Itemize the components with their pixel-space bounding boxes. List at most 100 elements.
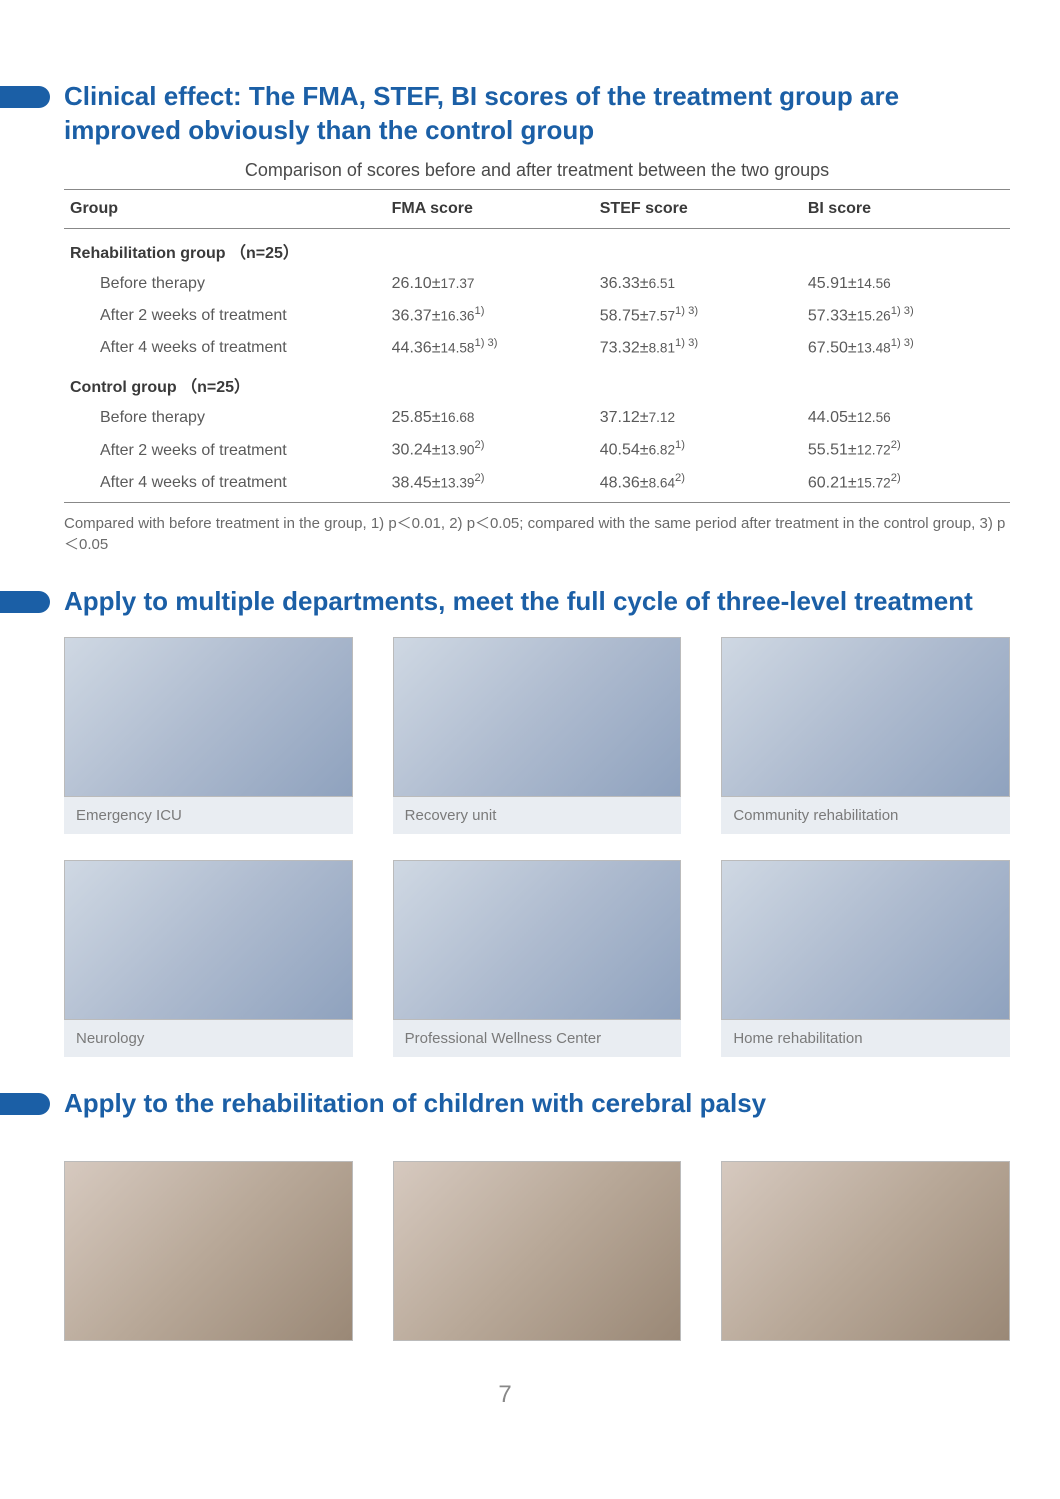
- department-caption: Neurology: [64, 1020, 353, 1057]
- sd: 15.72: [857, 475, 891, 490]
- page-number: 7: [0, 1381, 1010, 1409]
- department-image: [721, 860, 1010, 1020]
- department-card: Recovery unit: [393, 637, 682, 834]
- mean: 48.36: [600, 474, 640, 491]
- bi-cell: 45.91±14.56: [802, 269, 1010, 299]
- department-image: [721, 637, 1010, 797]
- sig-marker: 1) 3): [675, 305, 698, 317]
- department-card: Neurology: [64, 860, 353, 1057]
- bi-cell: 44.05±12.56: [802, 403, 1010, 433]
- group-label: Rehabilitation group （n=25）: [64, 228, 1010, 269]
- sd: 12.72: [857, 443, 891, 458]
- bullet-icon: [0, 86, 50, 108]
- mean: 40.54: [600, 442, 640, 459]
- fma-cell: 38.45±13.392): [386, 466, 594, 503]
- sd: 12.56: [857, 410, 891, 425]
- table-row: Before therapy 26.10±17.37 36.33±6.51 45…: [64, 269, 1010, 299]
- col-header: BI score: [802, 189, 1010, 228]
- scores-table: Group FMA score STEF score BI score Reha…: [64, 189, 1010, 503]
- mean: 26.10: [392, 275, 432, 292]
- mean: 58.75: [600, 307, 640, 324]
- sig-marker: 2): [675, 472, 685, 484]
- section-title: Apply to the rehabilitation of children …: [64, 1087, 766, 1121]
- table-row: Before therapy 25.85±16.68 37.12±7.12 44…: [64, 403, 1010, 433]
- bi-cell: 67.50±13.481) 3): [802, 331, 1010, 363]
- department-caption: Professional Wellness Center: [393, 1020, 682, 1057]
- section-title: Clinical effect: The FMA, STEF, BI score…: [64, 80, 1010, 148]
- row-label: After 4 weeks of treatment: [64, 331, 386, 363]
- sig-marker: 2): [475, 472, 485, 484]
- col-header: STEF score: [594, 189, 802, 228]
- sig-marker: 1): [475, 305, 485, 317]
- group-label-row: Rehabilitation group （n=25）: [64, 228, 1010, 269]
- fma-cell: 30.24±13.902): [386, 433, 594, 465]
- table-row: After 4 weeks of treatment 38.45±13.392)…: [64, 466, 1010, 503]
- departments-grid: Emergency ICU Recovery unit Community re…: [64, 637, 1010, 1057]
- department-card: Community rehabilitation: [721, 637, 1010, 834]
- department-image: [393, 637, 682, 797]
- mean: 30.24: [392, 442, 432, 459]
- stef-cell: 58.75±7.571) 3): [594, 299, 802, 331]
- mean: 67.50: [808, 339, 848, 356]
- department-caption: Recovery unit: [393, 797, 682, 834]
- sd: 6.82: [649, 443, 675, 458]
- mean: 60.21: [808, 474, 848, 491]
- sig-marker: 2): [475, 439, 485, 451]
- department-caption: Home rehabilitation: [721, 1020, 1010, 1057]
- table-row: After 2 weeks of treatment 36.37±16.361)…: [64, 299, 1010, 331]
- fma-cell: 26.10±17.37: [386, 269, 594, 299]
- sd: 7.12: [649, 410, 675, 425]
- sd: 13.90: [440, 443, 474, 458]
- department-image: [64, 860, 353, 1020]
- department-image: [64, 637, 353, 797]
- bi-cell: 55.51±12.722): [802, 433, 1010, 465]
- mean: 44.36: [392, 339, 432, 356]
- table-row: After 4 weeks of treatment 44.36±14.581)…: [64, 331, 1010, 363]
- table-footnote: Compared with before treatment in the gr…: [64, 513, 1010, 555]
- mean: 45.91: [808, 275, 848, 292]
- sd: 13.39: [440, 475, 474, 490]
- mean: 36.33: [600, 275, 640, 292]
- table-caption: Comparison of scores before and after tr…: [64, 160, 1010, 181]
- section-header: Apply to the rehabilitation of children …: [0, 1087, 1010, 1121]
- sd: 13.48: [857, 340, 891, 355]
- fma-cell: 36.37±16.361): [386, 299, 594, 331]
- sd: 15.26: [857, 308, 891, 323]
- stef-cell: 48.36±8.642): [594, 466, 802, 503]
- sig-marker: 1) 3): [891, 305, 914, 317]
- children-image: [721, 1161, 1010, 1341]
- sig-marker: 1) 3): [475, 337, 498, 349]
- fma-cell: 25.85±16.68: [386, 403, 594, 433]
- children-grid: [64, 1161, 1010, 1341]
- mean: 37.12: [600, 409, 640, 426]
- stef-cell: 40.54±6.821): [594, 433, 802, 465]
- children-image: [393, 1161, 682, 1341]
- sig-marker: 1) 3): [675, 337, 698, 349]
- fma-cell: 44.36±14.581) 3): [386, 331, 594, 363]
- sd: 14.58: [440, 340, 474, 355]
- department-image: [393, 860, 682, 1020]
- section-content: Emergency ICU Recovery unit Community re…: [0, 637, 1010, 1057]
- col-header: FMA score: [386, 189, 594, 228]
- section-header: Clinical effect: The FMA, STEF, BI score…: [0, 80, 1010, 148]
- mean: 38.45: [392, 474, 432, 491]
- mean: 36.37: [392, 307, 432, 324]
- sd: 8.81: [649, 340, 675, 355]
- stef-cell: 73.32±8.811) 3): [594, 331, 802, 363]
- group-label-row: Control group （n=25）: [64, 363, 1010, 403]
- children-image: [64, 1161, 353, 1341]
- stef-cell: 36.33±6.51: [594, 269, 802, 299]
- bullet-icon: [0, 591, 50, 613]
- row-label: Before therapy: [64, 403, 386, 433]
- section-content: Comparison of scores before and after tr…: [0, 160, 1010, 555]
- sd: 6.51: [649, 276, 675, 291]
- sd: 17.37: [440, 276, 474, 291]
- clinical-effect-section: Clinical effect: The FMA, STEF, BI score…: [0, 80, 1010, 555]
- table-row: After 2 weeks of treatment 30.24±13.902)…: [64, 433, 1010, 465]
- sd: 16.68: [440, 410, 474, 425]
- department-card: Home rehabilitation: [721, 860, 1010, 1057]
- stef-cell: 37.12±7.12: [594, 403, 802, 433]
- department-card: Professional Wellness Center: [393, 860, 682, 1057]
- sig-marker: 1): [675, 439, 685, 451]
- bi-cell: 57.33±15.261) 3): [802, 299, 1010, 331]
